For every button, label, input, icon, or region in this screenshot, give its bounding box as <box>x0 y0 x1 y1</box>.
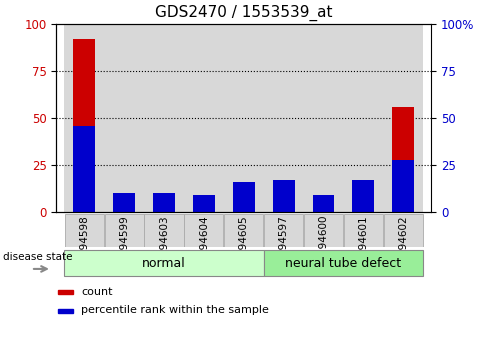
Bar <box>64 24 104 212</box>
Bar <box>153 197 175 212</box>
Bar <box>58 290 74 294</box>
Bar <box>273 180 294 212</box>
Bar <box>233 182 255 212</box>
Bar <box>304 24 343 212</box>
Bar <box>193 199 215 212</box>
Bar <box>104 24 144 212</box>
Bar <box>153 193 175 212</box>
FancyBboxPatch shape <box>184 214 223 247</box>
FancyBboxPatch shape <box>64 250 264 276</box>
Bar <box>313 207 335 212</box>
Text: GSM94597: GSM94597 <box>279 215 289 272</box>
Text: GSM94602: GSM94602 <box>398 215 408 272</box>
FancyBboxPatch shape <box>264 250 423 276</box>
FancyBboxPatch shape <box>224 214 263 247</box>
Bar <box>343 24 383 212</box>
FancyBboxPatch shape <box>384 214 423 247</box>
FancyBboxPatch shape <box>264 214 303 247</box>
Text: percentile rank within the sample: percentile rank within the sample <box>81 305 269 315</box>
Text: GSM94601: GSM94601 <box>358 215 368 272</box>
FancyBboxPatch shape <box>104 214 144 247</box>
FancyBboxPatch shape <box>65 214 104 247</box>
FancyBboxPatch shape <box>344 214 383 247</box>
FancyBboxPatch shape <box>145 214 184 247</box>
Text: GSM94600: GSM94600 <box>318 215 328 272</box>
FancyBboxPatch shape <box>304 214 343 247</box>
Bar <box>193 195 215 212</box>
Bar <box>392 159 414 212</box>
Text: count: count <box>81 287 113 297</box>
Bar <box>113 193 135 212</box>
Text: GSM94603: GSM94603 <box>159 215 169 272</box>
Bar <box>113 195 135 212</box>
Bar <box>224 24 264 212</box>
Bar <box>352 180 374 212</box>
Bar <box>144 24 184 212</box>
Text: normal: normal <box>142 257 186 269</box>
Bar <box>352 180 374 212</box>
Bar <box>184 24 224 212</box>
Bar <box>233 188 255 212</box>
Text: GSM94599: GSM94599 <box>119 215 129 272</box>
Title: GDS2470 / 1553539_at: GDS2470 / 1553539_at <box>155 5 333 21</box>
Bar <box>313 195 335 212</box>
Text: GSM94605: GSM94605 <box>239 215 249 272</box>
Bar <box>74 126 95 212</box>
Text: GSM94604: GSM94604 <box>199 215 209 272</box>
Bar <box>264 24 304 212</box>
Bar <box>273 180 294 212</box>
Text: disease state: disease state <box>3 252 73 262</box>
Bar <box>383 24 423 212</box>
Bar <box>58 309 74 313</box>
Text: GSM94598: GSM94598 <box>79 215 89 272</box>
Bar <box>74 39 95 212</box>
Text: neural tube defect: neural tube defect <box>285 257 401 269</box>
Bar <box>392 107 414 212</box>
